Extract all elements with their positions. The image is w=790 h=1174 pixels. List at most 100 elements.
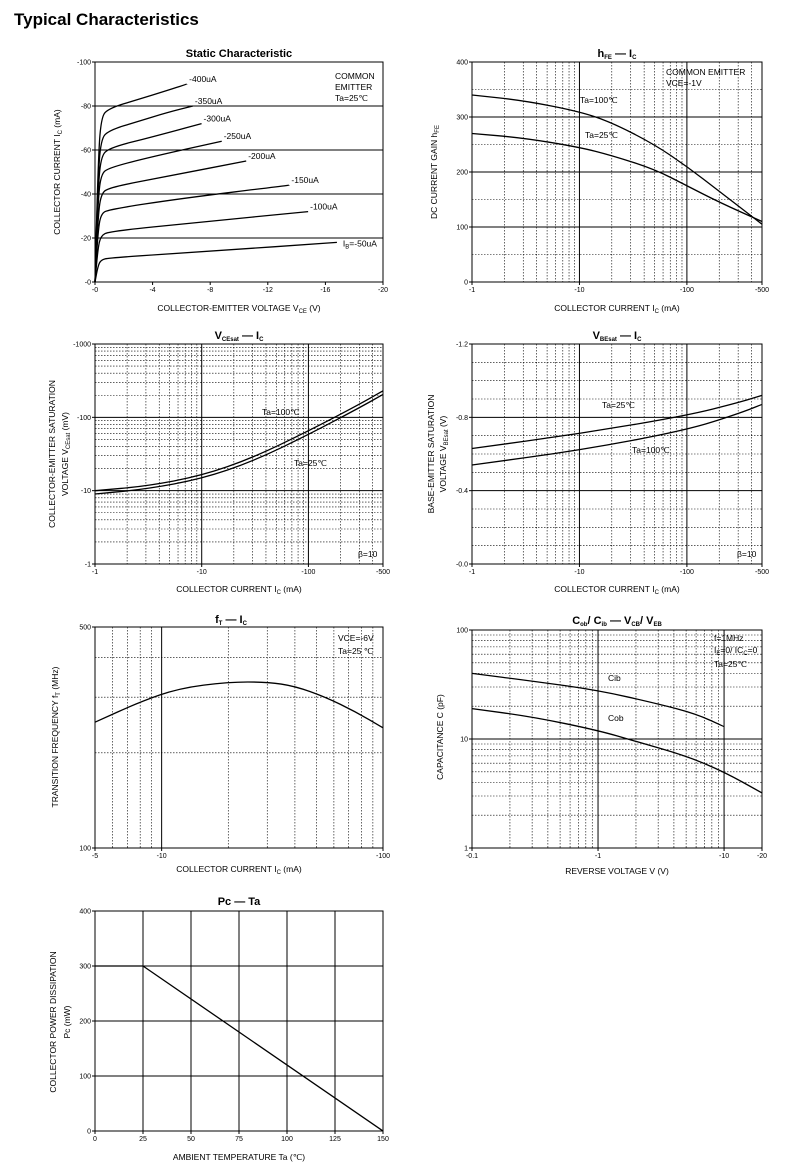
y-tick-label: 400 [456, 60, 468, 67]
chart-title: Cob/ Cib — VCB/ VEB [572, 615, 662, 628]
y-tick-label: 200 [456, 170, 468, 177]
y-tick-label: -100 [77, 415, 91, 422]
y-axis-label: TRANSITION FREQUENCY fT (MHz) [50, 666, 62, 807]
vcesat-ic-chart: -1 -10 -100 -500 -1 -10 -100 -1000 Ta=100℃ Ta=25℃… [47, 330, 390, 596]
series-label: Cib [608, 673, 621, 683]
x-axis-label: COLLECTOR CURRENT IC (mA) [554, 584, 680, 596]
x-tick-label: -100 [301, 569, 315, 576]
annotation: COMMON [335, 71, 375, 81]
y-tick-label: -1 [85, 562, 91, 569]
annotation: VCE=-1V [666, 78, 702, 88]
series-label: -100uA [310, 202, 338, 212]
y-axis-label: Pc (mW) [62, 1005, 72, 1038]
series-label: -300uA [204, 114, 232, 124]
y-tick-label: 300 [456, 115, 468, 122]
x-tick-label: -1 [469, 569, 475, 576]
x-tick-label: -20 [757, 853, 767, 860]
y-tick-label: -1000 [73, 342, 91, 349]
x-tick-label: 125 [329, 1136, 341, 1143]
chart-title: hFE — IC [598, 48, 638, 61]
x-tick-label: -500 [376, 569, 390, 576]
y-axis-label: VOLTAGE VBEsat (V) [438, 416, 450, 493]
y-axis-label: VOLTAGE VCEsat (mV) [60, 412, 72, 496]
x-tick-label: -16 [320, 287, 330, 294]
curve--100uA [94, 210, 309, 283]
y-tick-label: -60 [81, 148, 91, 155]
x-tick-label: -12 [263, 287, 273, 294]
x-tick-label: -0.1 [466, 853, 478, 860]
curve-Cib [471, 672, 725, 728]
y-tick-label: -0.0 [456, 562, 468, 569]
y-tick-label: 100 [79, 846, 91, 853]
curve-ft [94, 681, 384, 729]
curve-Ta=25℃ [471, 132, 763, 223]
y-tick-label: 100 [456, 628, 468, 635]
annotation: Ta=25℃ [335, 93, 368, 103]
y-axis-label: COLLECTOR-EMITTER SATURATION [47, 380, 57, 528]
series-label: -400uA [189, 74, 217, 84]
plot-frame [94, 343, 384, 565]
x-tick-label: -1 [92, 569, 98, 576]
y-tick-label: 300 [79, 964, 91, 971]
y-tick-label: -40 [81, 192, 91, 199]
static-characteristic-chart: -0 -4 -8 -12 -16 -20 -0 -20 -40 -60 -80 -100 -400uA -… [52, 48, 388, 315]
hfe-ic-chart: -1 -10 -100 -500 0 100 200 300 400 Ta=100℃ Ta=25℃ h… [429, 48, 769, 315]
vbesat-ic-chart: -1 -10 -100 -500 -0.0 -0.4 -0.8 -1.2 Ta=25℃ Ta=10… [426, 330, 769, 596]
y-tick-label: 10 [460, 737, 468, 744]
curve-pc [95, 965, 384, 1132]
x-tick-label: -5 [92, 853, 98, 860]
x-tick-label: -10 [157, 853, 167, 860]
x-tick-label: -10 [574, 569, 584, 576]
x-tick-label: -8 [207, 287, 213, 294]
y-tick-label: -20 [81, 236, 91, 243]
x-axis-label: COLLECTOR-EMITTER VOLTAGE VCE (V) [157, 303, 320, 315]
x-tick-label: -4 [149, 287, 155, 294]
plot-frame [471, 343, 763, 565]
series-label: Cob [608, 713, 624, 723]
curve-=-50uA [94, 241, 337, 283]
series-label: Ta=100℃ [580, 95, 618, 105]
x-tick-label: 150 [377, 1136, 389, 1143]
curve--200uA [94, 160, 247, 283]
chart-title: Pc — Ta [218, 896, 261, 908]
annotation: β=10 [358, 549, 378, 559]
y-tick-label: -0.4 [456, 488, 468, 495]
x-tick-label: -0 [92, 287, 98, 294]
x-tick-label: -100 [680, 569, 694, 576]
y-tick-label: 100 [456, 225, 468, 232]
curve-Ta=100℃ [471, 403, 763, 466]
y-tick-label: 500 [79, 625, 91, 632]
curve-Ta=100℃ [94, 390, 384, 492]
x-tick-label: -1 [469, 287, 475, 294]
x-tick-label: -500 [755, 287, 769, 294]
series-label: Ta=100℃ [632, 445, 670, 455]
series-label: IB=-50uA [343, 238, 377, 250]
y-axis-label: BASE-EMITTER SATURATION [426, 395, 436, 514]
x-axis-label: COLLECTOR CURRENT IC (mA) [176, 584, 302, 596]
x-axis-label: COLLECTOR CURRENT IC (mA) [176, 864, 302, 876]
series-label: Ta=25℃ [294, 458, 327, 468]
series-label: Ta=25℃ [602, 400, 635, 410]
y-axis-label: CAPACITANCE C (pF) [435, 694, 445, 780]
plot-frame [94, 626, 384, 849]
y-axis-label: DC CURRENT GAIN hFE [429, 125, 441, 219]
x-tick-label: -100 [680, 287, 694, 294]
y-tick-label: -100 [77, 60, 91, 67]
y-tick-label: 200 [79, 1019, 91, 1026]
x-tick-label: -1 [595, 853, 601, 860]
curve-Ta=25℃ [471, 394, 763, 450]
annotation: β=10 [737, 549, 757, 559]
series-label: -250uA [224, 131, 252, 141]
series-label: -200uA [248, 151, 276, 161]
x-tick-label: 100 [281, 1136, 293, 1143]
x-axis-label: REVERSE VOLTAGE V (V) [565, 866, 669, 876]
capacitance-chart: -0.1 -1 -10 -20 1 10 100 Cib Cob f=1MHz IE=0/ ICC=… [435, 615, 767, 876]
curve-Cob [471, 707, 763, 794]
x-tick-label: 75 [235, 1136, 243, 1143]
y-tick-label: -1.2 [456, 342, 468, 349]
series-label: -350uA [195, 96, 223, 106]
series-label: -150uA [291, 175, 319, 185]
annotation: COMMON EMITTER [666, 67, 745, 77]
curve-Ta=25℃ [94, 393, 384, 495]
